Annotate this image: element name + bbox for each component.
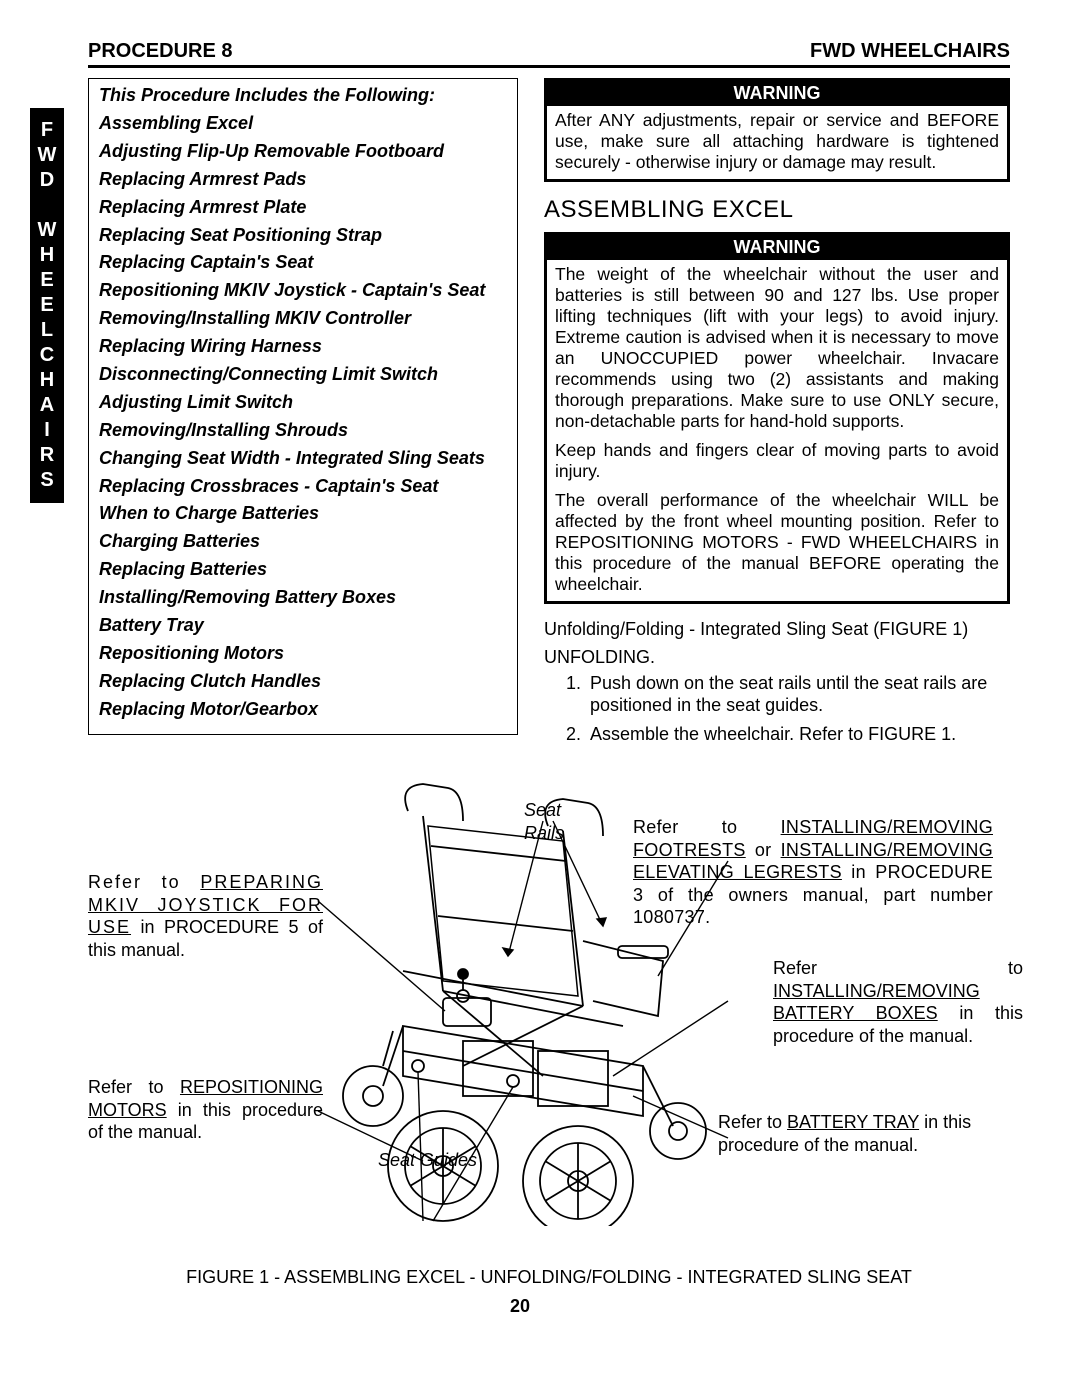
toc-item: Charging Batteries xyxy=(99,528,507,556)
toc-item: Adjusting Limit Switch xyxy=(99,389,507,417)
toc-item: Battery Tray xyxy=(99,612,507,640)
figure-caption: FIGURE 1 - ASSEMBLING EXCEL - UNFOLDING/… xyxy=(88,1267,1010,1288)
tab-letter: E xyxy=(40,293,53,318)
page-number: 20 xyxy=(30,1296,1010,1317)
toc-item: Replacing Batteries xyxy=(99,556,507,584)
warning-body: After ANY adjustments, repair or service… xyxy=(547,106,1007,179)
tab-letter: D xyxy=(40,168,54,193)
toc-item: Replacing Armrest Plate xyxy=(99,194,507,222)
toc-item: Replacing Captain's Seat xyxy=(99,249,507,277)
tab-letter: H xyxy=(40,243,54,268)
tab-letter: I xyxy=(44,418,50,443)
warning-paragraph: The overall performance of the wheelchai… xyxy=(555,490,999,595)
tab-letter: R xyxy=(40,443,54,468)
toc-item: Replacing Crossbraces - Captain's Seat xyxy=(99,473,507,501)
toc-item: Removing/Installing MKIV Controller xyxy=(99,305,507,333)
toc-item: When to Charge Batteries xyxy=(99,500,507,528)
step-item: Push down on the seat rails until the se… xyxy=(586,672,1010,717)
toc-item: Adjusting Flip-Up Removable Footboard xyxy=(99,138,507,166)
tab-letter: C xyxy=(40,343,54,368)
warning-paragraph: The weight of the wheelchair without the… xyxy=(555,264,999,432)
procedure-contents-box: This Procedure Includes the Following: A… xyxy=(88,78,518,735)
figure-1: Seat Rails Refer to PREPARING MKIV JOYST… xyxy=(88,761,1010,1261)
callout-battery-boxes: Refer to INSTALLING/REMOVING BATTERY BOX… xyxy=(773,957,1023,1047)
subheading: UNFOLDING. xyxy=(544,647,1010,668)
toc-item: Installing/Removing Battery Boxes xyxy=(99,584,507,612)
warning-box-general: WARNING After ANY adjustments, repair or… xyxy=(544,78,1010,182)
callout-battery-tray: Refer to BATTERY TRAY in this procedure … xyxy=(718,1111,1038,1156)
tab-letter: W xyxy=(38,218,57,243)
side-tab: FWDWHEELCHAIRS xyxy=(30,108,64,503)
header-right: FWD WHEELCHAIRS xyxy=(810,40,1010,63)
steps-list: Push down on the seat rails until the se… xyxy=(544,672,1010,746)
warning-header: WARNING xyxy=(547,235,1007,260)
toc-title: This Procedure Includes the Following: xyxy=(99,85,507,106)
header-left: PROCEDURE 8 xyxy=(88,40,232,63)
tab-letter: H xyxy=(40,368,54,393)
callout-motors: Refer to REPOSITIONING MOTORS in this pr… xyxy=(88,1076,323,1144)
toc-item: Repositioning MKIV Joystick - Captain's … xyxy=(99,277,507,305)
toc-item: Changing Seat Width - Integrated Sling S… xyxy=(99,445,507,473)
toc-item: Assembling Excel xyxy=(99,110,507,138)
tab-letter: F xyxy=(41,118,53,143)
toc-item: Replacing Wiring Harness xyxy=(99,333,507,361)
tab-letter: A xyxy=(40,393,54,418)
page-header: PROCEDURE 8 FWD WHEELCHAIRS xyxy=(88,40,1010,68)
warning-header: WARNING xyxy=(547,81,1007,106)
warning-box-assembling: WARNING The weight of the wheelchair wit… xyxy=(544,232,1010,604)
tab-letter: E xyxy=(40,268,53,293)
label-seat-rails: Seat Rails xyxy=(524,799,584,844)
warning-paragraph: Keep hands and fingers clear of moving p… xyxy=(555,440,999,482)
toc-item: Replacing Armrest Pads xyxy=(99,166,507,194)
subheading: Unfolding/Folding - Integrated Sling Sea… xyxy=(544,618,1010,641)
step-item: Assemble the wheelchair. Refer to FIGURE… xyxy=(586,723,1010,746)
toc-item: Replacing Seat Positioning Strap xyxy=(99,222,507,250)
callout-footrests: Refer to INSTALLING/REMOVING FOOTRESTS o… xyxy=(633,816,993,929)
toc-item: Removing/Installing Shrouds xyxy=(99,417,507,445)
section-title: ASSEMBLING EXCEL xyxy=(544,196,1010,224)
toc-item: Disconnecting/Connecting Limit Switch xyxy=(99,361,507,389)
label-seat-guides: Seat Guides xyxy=(378,1149,477,1172)
toc-item: Repositioning Motors xyxy=(99,640,507,668)
tab-letter: S xyxy=(40,468,53,493)
tab-letter: W xyxy=(38,143,57,168)
toc-item: Replacing Motor/Gearbox xyxy=(99,696,507,724)
callout-joystick: Refer to PREPARING MKIV JOYSTICK FOR USE… xyxy=(88,871,323,961)
tab-letter: L xyxy=(41,318,53,343)
toc-item: Replacing Clutch Handles xyxy=(99,668,507,696)
